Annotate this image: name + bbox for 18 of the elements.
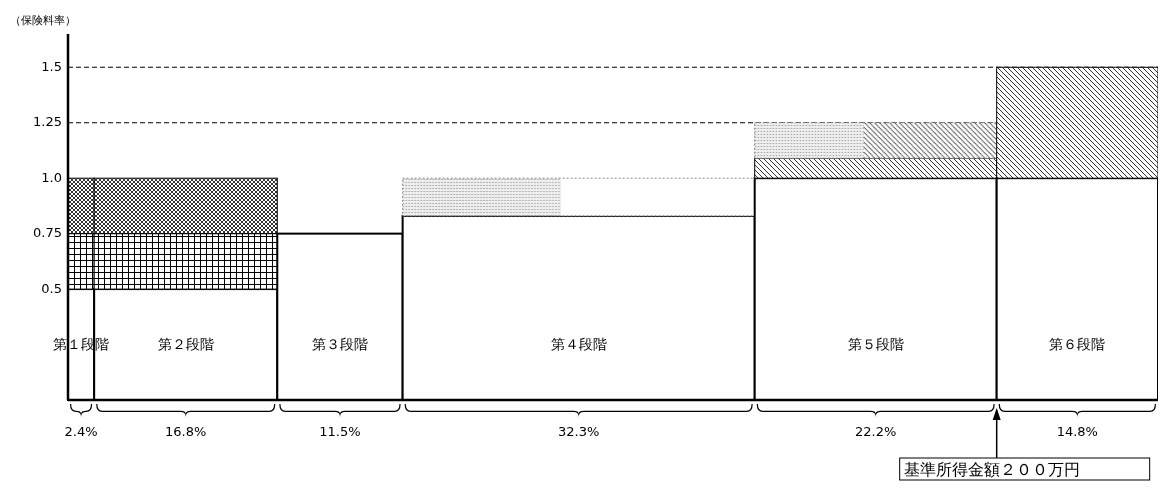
text: 32.3% <box>558 424 600 439</box>
x-tick-label: 第４段階 <box>550 335 607 352</box>
y-tick-label: 0.75 <box>33 225 62 241</box>
x-tick-label: 第３段階 <box>311 335 368 352</box>
y-tick-label: 1.0 <box>41 169 62 185</box>
text: 16.8% <box>165 424 207 439</box>
text: 2.4% <box>64 424 98 439</box>
text: 基準所得金額２００万円 <box>903 460 1080 479</box>
text: 14.8% <box>1056 424 1098 439</box>
text: 22.2% <box>855 424 897 439</box>
x-tick-label: 第２段階 <box>157 335 214 352</box>
y-tick-label: 1.5 <box>41 58 62 74</box>
y-tick-label: 1.25 <box>33 114 62 130</box>
x-tick-label: 第５段階 <box>847 335 904 352</box>
text: 11.5% <box>319 424 361 439</box>
y-tick-label: 0.5 <box>41 280 62 296</box>
y-axis-title: （保険料率） <box>10 14 76 27</box>
x-tick-label: 第６段階 <box>1049 335 1106 352</box>
